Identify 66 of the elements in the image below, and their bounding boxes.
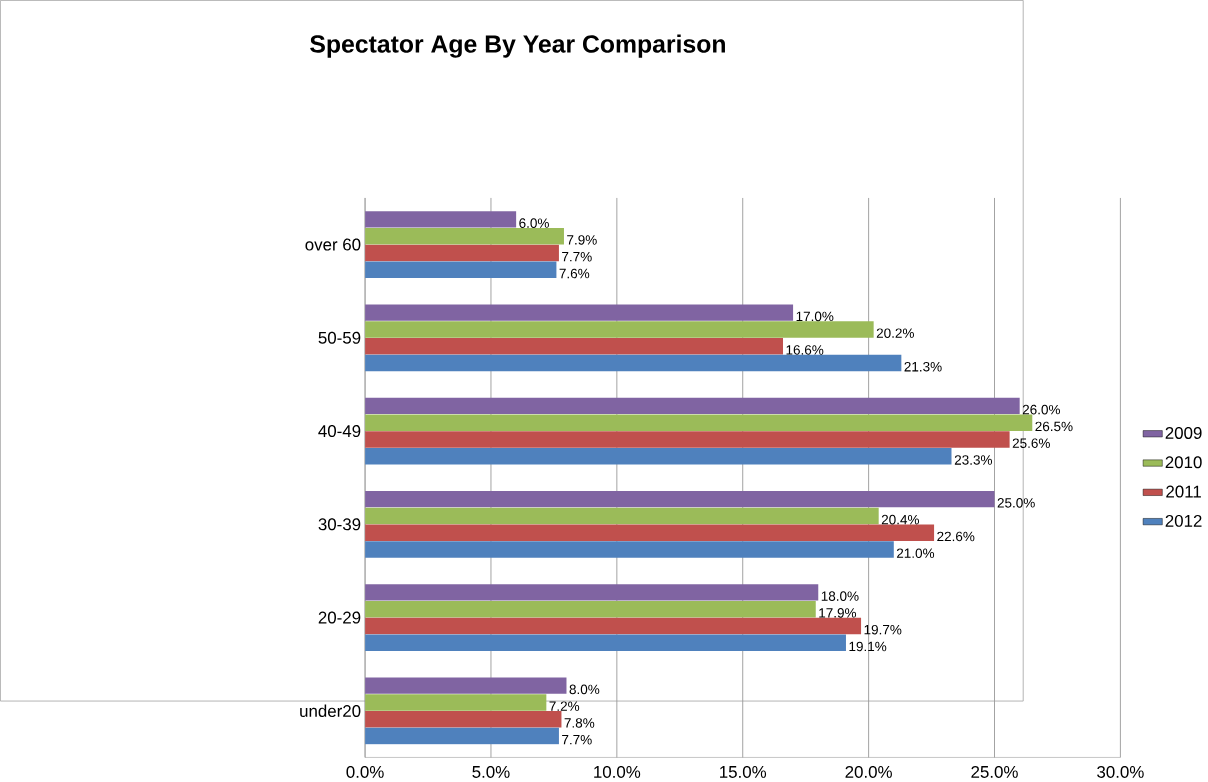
x-tick-label: 15.0% [720, 766, 767, 779]
x-tick-label: 20.0% [845, 766, 892, 779]
data-label: 20.4% [881, 515, 919, 525]
bar [365, 244, 559, 262]
bar [365, 448, 952, 465]
y-tick-label: 30-39 [318, 518, 361, 531]
bar [365, 617, 862, 635]
data-label: 20.2% [876, 328, 914, 339]
bar [365, 228, 564, 245]
data-label: 17.0% [796, 311, 834, 322]
data-label: 7.9% [567, 235, 597, 245]
data-label: 7.7% [562, 735, 592, 745]
x-tick-label: 5.0% [472, 766, 510, 779]
bar [365, 491, 995, 508]
data-label: 21.0% [896, 548, 935, 559]
legend-label: 2009 [1165, 427, 1202, 440]
y-tick-label: over 60 [305, 238, 361, 251]
legend-label: 2012 [1165, 515, 1202, 528]
y-tick-label: 50-59 [318, 332, 361, 344]
y-tick-label: 40-49 [318, 425, 361, 438]
data-label: 25.0% [997, 498, 1035, 508]
data-label: 26.0% [1022, 405, 1060, 415]
data-label: 22.6% [937, 531, 975, 542]
data-label: 7.2% [549, 701, 580, 712]
bar [365, 338, 784, 355]
data-label: 17.9% [819, 608, 857, 618]
bar [365, 694, 547, 711]
data-label: 25.6% [1012, 438, 1050, 449]
legend-label: 2011 [1166, 485, 1201, 498]
data-label: 7.6% [559, 268, 590, 279]
y-tick-label: 20-29 [318, 611, 361, 624]
y-tick-label: under20 [300, 704, 361, 718]
bar [365, 711, 562, 728]
bar [365, 727, 559, 745]
bar [365, 677, 567, 695]
data-label: 6.0% [519, 218, 549, 229]
bar [365, 584, 819, 601]
chart-title: Spectator Age By Year Comparison [310, 34, 725, 58]
data-label: 7.8% [564, 718, 595, 728]
bar [365, 261, 557, 279]
bar [365, 321, 874, 338]
bar [365, 507, 879, 525]
x-tick-label: 0.0% [346, 766, 384, 779]
data-label: 26.5% [1035, 421, 1073, 432]
bar [365, 541, 894, 558]
data-label: 7.7% [562, 252, 592, 262]
data-label: 23.3% [954, 455, 993, 465]
data-label: 18.0% [821, 591, 859, 602]
data-label: 19.1% [849, 641, 887, 652]
x-tick-label: 30.0% [1097, 766, 1144, 779]
bar [365, 414, 1033, 432]
data-label: 19.7% [864, 625, 902, 635]
data-label: 16.6% [786, 345, 824, 355]
bar [365, 524, 935, 542]
bar [365, 431, 1010, 448]
bar [365, 601, 816, 618]
bar [365, 304, 794, 322]
bar [365, 634, 846, 652]
legend-label: 2010 [1165, 456, 1202, 469]
data-label: 8.0% [569, 684, 600, 695]
data-label: 21.3% [904, 362, 942, 372]
bar [365, 397, 1020, 415]
x-tick-label: 10.0% [594, 766, 641, 779]
bar [365, 211, 517, 228]
bar [365, 354, 902, 372]
x-tick-label: 25.0% [971, 766, 1018, 779]
